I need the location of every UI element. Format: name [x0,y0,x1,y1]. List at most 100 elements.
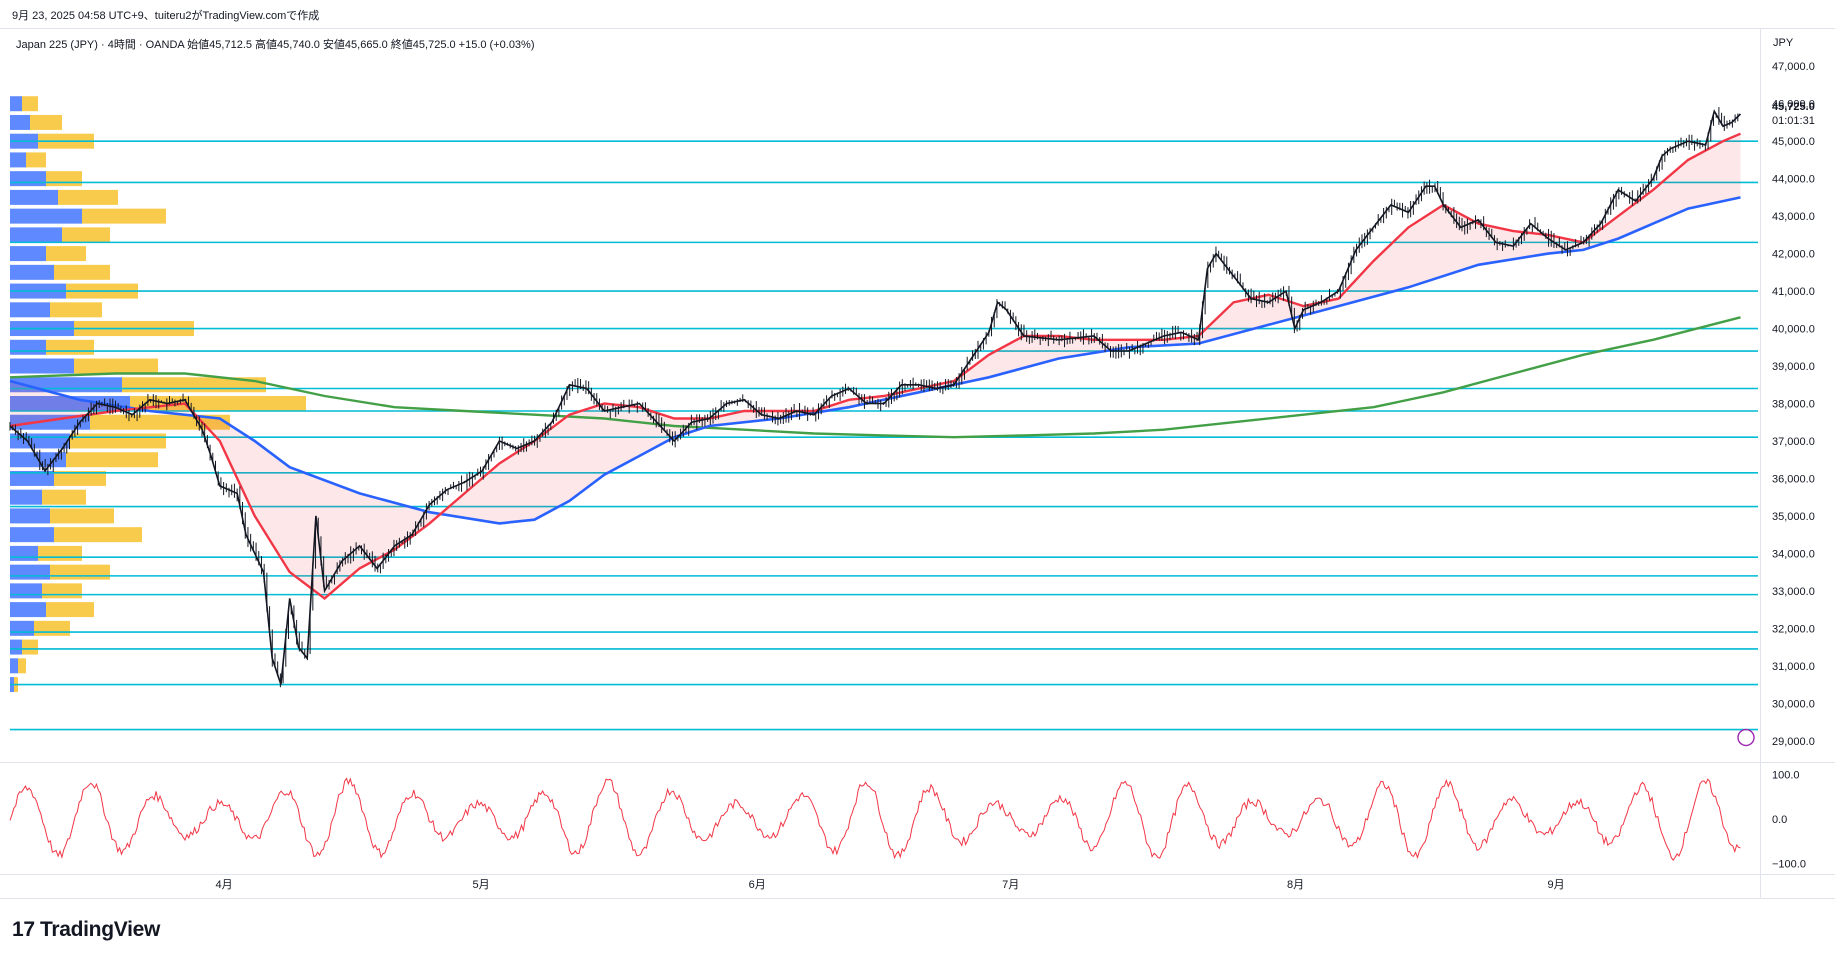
chart-caption: 9月 23, 2025 04:58 UTC+9、tuiteru2がTrading… [12,10,320,22]
price-tick-label: 33,000.0 [1772,586,1815,598]
volume-bar-up [10,564,50,580]
price-tick-label: 34,000.0 [1772,548,1815,560]
volume-bar-down [54,264,110,280]
lightning-icon [1737,728,1755,747]
price-tick-label: 44,000.0 [1772,174,1815,186]
countdown-label: 01:01:31 [1772,115,1815,127]
osc-tick-label: −100.0 [1772,859,1806,871]
price-tick-label: 41,000.0 [1772,286,1815,298]
oscillator-pane: 100.0 0.0 −100.0 [9,769,1806,871]
volume-bar-up [10,545,38,561]
volume-bar-down [46,339,94,355]
volume-bar-up [10,527,54,543]
price-tick-label: 46,000.0 [1772,99,1815,111]
volume-bar-up [10,208,82,224]
volume-bar-up [10,358,74,374]
volume-bar-down [70,433,166,449]
price-tick-label: 31,000.0 [1772,661,1815,673]
axis-border [1760,28,1761,898]
volume-bar-down [66,452,158,468]
volume-bar-up [10,433,70,449]
price-tick-label: 38,000.0 [1772,399,1815,411]
volume-bar-down [62,227,110,243]
price-tick-label: 42,000.0 [1772,249,1815,261]
oscillator-line [9,777,1741,861]
volume-bar-up [10,171,46,187]
volume-bar-down [42,583,82,599]
volume-bar-up [10,639,22,655]
volume-bar-up [10,620,34,636]
volume-bar-down [54,527,142,543]
osc-tick-label: 100.0 [1772,769,1800,781]
price-tick-label: 35,000.0 [1772,511,1815,523]
volume-bar-down [58,189,118,205]
time-tick-label: 7月 [1002,879,1019,891]
logo-mark: 17 [12,918,35,941]
top-border [0,28,1835,29]
volume-bar-up [10,658,18,674]
volume-bar-down [38,545,82,561]
time-tick-label: 5月 [472,879,489,891]
volume-bar-up [10,339,46,355]
price-tick-label: 40,000.0 [1772,324,1815,336]
time-tick-label: 6月 [749,879,766,891]
osc-tick-label: 0.0 [1772,814,1787,826]
volume-bar-up [10,96,22,112]
time-tick-label: 4月 [216,879,233,891]
price-tick-label: 36,000.0 [1772,473,1815,485]
volume-bar-down [46,602,94,618]
volume-bar-up [10,396,130,411]
price-tick-label: 30,000.0 [1772,698,1815,710]
osc-border [0,874,1835,875]
volume-bar-down [54,470,106,486]
volume-bar-up [10,583,42,599]
price-tick-label: 45,000.0 [1772,136,1815,148]
volume-bar-down [50,302,102,318]
chart-series [9,107,1742,688]
time-tick-label: 8月 [1287,879,1304,891]
volume-bar-up [10,152,26,168]
volume-bar-down [22,96,38,112]
volume-bar-down [50,564,110,580]
time-axis: 4月 5月 6月 7月 8月 9月 [216,879,1565,891]
price-tick-label: 37,000.0 [1772,436,1815,448]
volume-bar-up [10,508,50,524]
ema-mid-line [9,196,1741,525]
volume-bar-down [34,620,70,636]
bottom-border [0,898,1835,899]
volume-bar-down [46,171,82,187]
volume-bar-down [130,396,306,411]
volume-bar-up [10,489,42,505]
volume-bar-up [10,246,46,262]
volume-bar-down [18,658,26,674]
volume-bar-up [10,602,46,618]
price-tick-label: 47,000.0 [1772,61,1815,73]
volume-bar-up [10,189,58,205]
brand-name: TradingView [40,918,161,941]
volume-bar-down [22,639,38,655]
volume-bar-up [10,114,30,130]
volume-bar-down [46,246,86,262]
currency-label[interactable]: JPY [1773,37,1794,49]
volume-bar-down [50,508,114,524]
volume-bar-down [42,489,86,505]
support-lines [10,140,1758,731]
chart-grid [0,28,1835,899]
pane-divider [0,762,1835,763]
volume-bar-up [10,302,50,318]
sma-long-line [9,316,1741,439]
symbol-legend: Japan 225 (JPY) · 4時間 · OANDA 始値45,712.5… [16,39,535,51]
price-tick-label: 32,000.0 [1772,623,1815,635]
price-tick-label: 29,000.0 [1772,736,1815,748]
volume-bar-down [26,152,46,168]
ema-band [10,133,1741,597]
price-line [9,109,1742,685]
tradingview-logo[interactable]: 17 TradingView [12,918,160,942]
last-price-label: 45,725.0 [1772,101,1815,113]
time-tick-label: 9月 [1547,879,1564,891]
volume-bar-up [10,227,62,243]
volume-bar-down [82,208,166,224]
volume-bar-up [10,470,54,486]
price-tick-label: 39,000.0 [1772,361,1815,373]
